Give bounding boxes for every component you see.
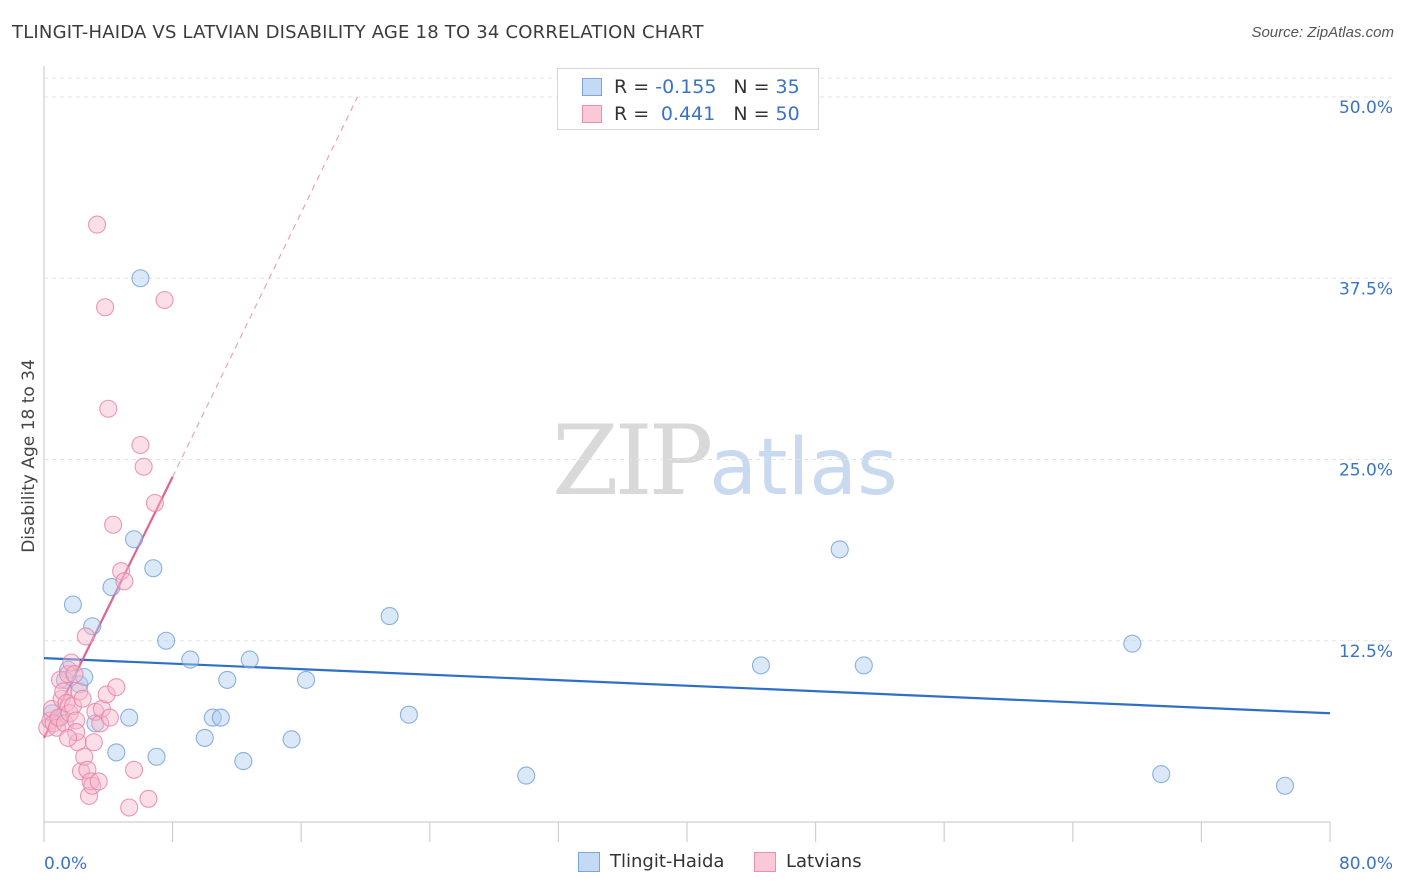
legend-swatch-tlingit	[582, 78, 602, 96]
y-tick-label: 25.0%	[1339, 461, 1393, 481]
point-latvians	[139, 789, 158, 808]
bottom-legend-swatch-tlingit	[578, 851, 600, 872]
legend-r-label: R =	[614, 103, 650, 125]
point-tlingit-haida	[195, 728, 214, 747]
legend-r-label: R =	[614, 76, 650, 98]
grid-lines	[44, 77, 1392, 642]
point-tlingit-haida	[107, 743, 126, 762]
point-tlingit-haida	[83, 617, 102, 636]
point-latvians	[115, 572, 134, 591]
legend-n-label: N =	[733, 103, 770, 125]
point-tlingit-haida	[147, 747, 166, 766]
axes	[43, 66, 1331, 842]
trend-extension-latvians	[172, 96, 359, 478]
point-latvians	[54, 682, 73, 701]
point-latvians	[73, 689, 92, 708]
point-latvians	[120, 798, 139, 817]
point-latvians	[84, 733, 103, 752]
point-tlingit-haida	[144, 559, 163, 578]
point-tlingit-haida	[240, 650, 259, 669]
point-tlingit-haida	[120, 708, 139, 727]
point-tlingit-haida	[157, 631, 176, 650]
point-latvians	[91, 714, 110, 733]
point-tlingit-haida	[124, 530, 144, 549]
point-latvians	[97, 685, 116, 704]
legend-n-value-latvian: 50	[775, 103, 800, 125]
source-note: Source: ZipAtlas.com	[1251, 24, 1394, 41]
point-latvians	[104, 515, 123, 534]
point-latvians	[59, 665, 78, 684]
point-latvians	[134, 457, 153, 476]
point-tlingit-haida	[399, 705, 418, 724]
y-tick-label: 12.5%	[1339, 642, 1393, 662]
point-tlingit-haida	[234, 752, 253, 771]
legend-row-tlingit: R = -0.155 N = 35	[582, 75, 800, 99]
point-latvians	[76, 627, 95, 646]
point-tlingit-haida	[1152, 765, 1171, 784]
legend-r-value-tlingit: -0.155	[655, 76, 717, 98]
point-latvians	[124, 760, 144, 779]
point-tlingit-haida	[55, 670, 74, 689]
bottom-legend-label-tlingit: Tlingit-Haida	[610, 851, 725, 872]
point-tlingit-haida	[131, 269, 150, 288]
tick-labels: 12.5% 25.0% 37.5% 50.0% 0.0% 80.0%	[44, 98, 1393, 874]
point-latvians	[131, 435, 150, 455]
point-tlingit-haida	[380, 607, 399, 626]
x-tick-label: 80.0%	[1339, 854, 1393, 874]
stats-legend: R = -0.155 N = 35 R = 0.441 N = 50	[557, 68, 819, 130]
point-tlingit-haida	[751, 656, 770, 675]
point-latvians	[87, 215, 107, 234]
point-tlingit-haida	[517, 766, 536, 785]
legend-r-value-latvian: 0.441	[660, 103, 716, 125]
point-latvians	[107, 678, 126, 697]
legend-n-label: N =	[733, 76, 770, 98]
point-latvians	[79, 786, 99, 805]
point-latvians	[89, 772, 108, 791]
point-tlingit-haida	[1123, 634, 1142, 653]
point-latvians	[100, 708, 119, 727]
point-latvians	[155, 290, 174, 310]
bottom-legend-swatch-latvian	[754, 851, 776, 872]
point-latvians	[112, 562, 131, 581]
point-tlingit-haida	[854, 656, 873, 675]
point-latvians	[145, 493, 164, 513]
watermark-zip: ZIP	[552, 405, 713, 517]
point-tlingit-haida	[218, 670, 237, 689]
point-latvians	[96, 298, 115, 317]
point-latvians	[65, 665, 84, 684]
bottom-legend-label-latvian: Latvians	[786, 851, 862, 872]
point-tlingit-haida	[296, 670, 316, 689]
point-tlingit-haida	[282, 730, 301, 749]
bottom-legend-tlingit: Tlingit-Haida	[578, 851, 724, 872]
trend-line-tlingit-haida	[43, 657, 1331, 715]
bottom-legend-latvian: Latvians	[754, 851, 862, 872]
y-tick-label: 37.5%	[1339, 279, 1393, 299]
y-tick-label: 50.0%	[1339, 98, 1393, 118]
point-tlingit-haida	[1275, 776, 1295, 795]
point-latvians	[62, 653, 81, 672]
watermark: ZIPatlas	[552, 405, 898, 517]
watermark-atlas: atlas	[709, 423, 898, 513]
point-latvians	[99, 399, 118, 418]
legend-swatch-latvian	[582, 105, 602, 123]
data-points	[38, 215, 1295, 817]
chart-title: TLINGIT-HAIDA VS LATVIAN DISABILITY AGE …	[12, 22, 704, 43]
point-tlingit-haida	[181, 650, 200, 669]
legend-row-latvian: R = 0.441 N = 50	[582, 102, 800, 126]
y-axis-label: Disability Age 18 to 34	[19, 359, 39, 553]
x-tick-label: 0.0%	[44, 854, 87, 874]
legend-n-value-tlingit: 35	[775, 76, 800, 98]
point-tlingit-haida	[830, 540, 849, 559]
point-tlingit-haida	[63, 595, 82, 614]
point-latvians	[59, 728, 78, 747]
point-tlingit-haida	[211, 708, 230, 727]
